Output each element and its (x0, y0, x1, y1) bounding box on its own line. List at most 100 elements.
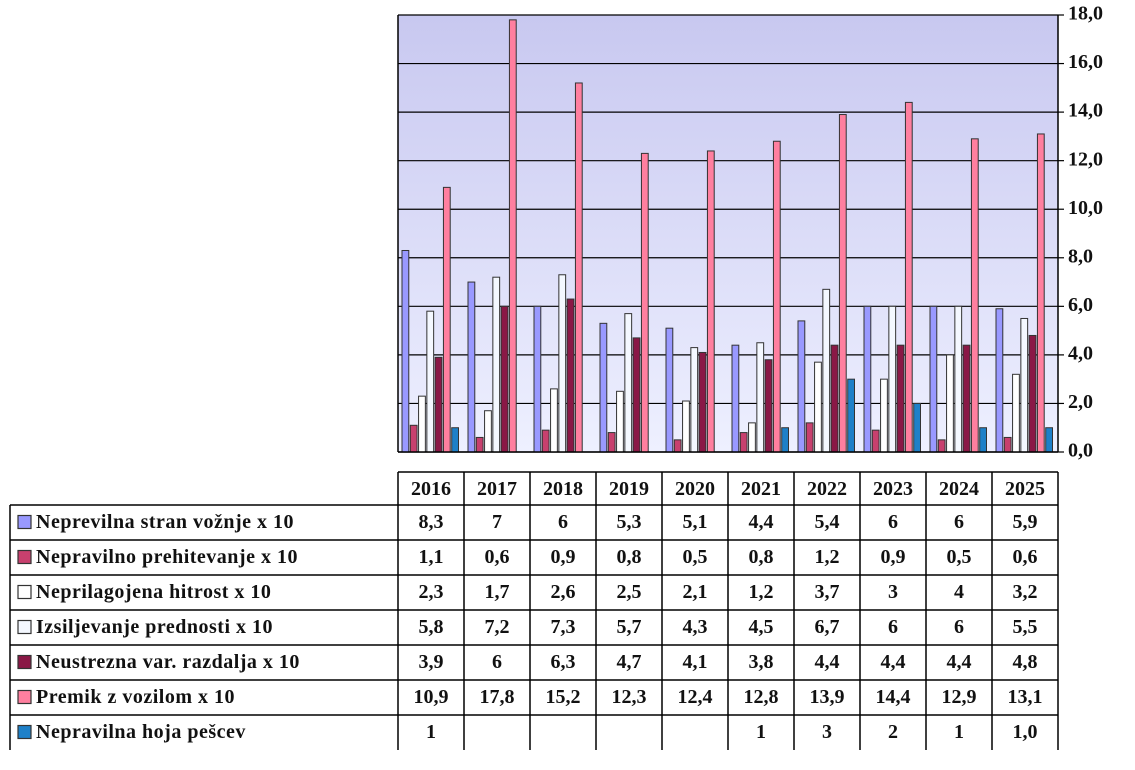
bar (484, 410, 492, 453)
legend-swatch (17, 584, 32, 600)
table-value: 6,7 (815, 616, 840, 638)
legend-label: Neprilagojena hitrost x 10 (36, 581, 271, 603)
bar (599, 322, 608, 453)
y-tick-label: 10,0 (1068, 197, 1103, 219)
table-value: 4,5 (749, 616, 774, 638)
bar (508, 19, 517, 453)
table-value: 2,5 (617, 581, 642, 603)
y-tick-label: 8,0 (1068, 245, 1093, 267)
table-value: 3,2 (1013, 581, 1038, 603)
bar (896, 344, 905, 453)
table-value: 4,4 (749, 511, 774, 533)
y-tick-label: 18,0 (1068, 3, 1103, 25)
table-value: 4,1 (683, 651, 708, 673)
y-tick-label: 2,0 (1068, 391, 1093, 413)
bar (616, 390, 624, 453)
bar (880, 378, 888, 453)
table-value: 6,3 (551, 651, 576, 673)
table-value: 2,3 (419, 581, 444, 603)
table-value: 12,9 (942, 686, 977, 708)
table-value: 0,8 (617, 546, 642, 568)
bar (946, 354, 954, 453)
bar (500, 305, 509, 453)
table-value: 1,2 (749, 581, 774, 603)
table-value: 1 (954, 721, 964, 743)
bar (682, 400, 690, 453)
bar (962, 344, 971, 453)
x-tick-label: 2019 (609, 478, 649, 500)
table-value: 7 (492, 511, 502, 533)
y-tick-label: 16,0 (1068, 51, 1103, 73)
table-value: 10,9 (414, 686, 449, 708)
bar (574, 82, 583, 453)
table-value: 4,8 (1013, 651, 1038, 673)
bar (541, 429, 550, 453)
bar (558, 274, 567, 453)
x-tick-label: 2018 (543, 478, 583, 500)
table-value: 5,3 (617, 511, 642, 533)
legend-label: Nepravilna hoja pešcev (36, 721, 246, 743)
bar (797, 320, 806, 453)
table-value: 3,8 (749, 651, 774, 673)
x-tick-label: 2020 (675, 478, 715, 500)
table-value: 13,1 (1008, 686, 1043, 708)
bar (475, 436, 484, 453)
bar (1028, 334, 1037, 453)
legend-label: Neprevilna stran vožnje x 10 (36, 511, 294, 533)
y-tick-label: 4,0 (1068, 342, 1093, 364)
table-value: 7,2 (485, 616, 510, 638)
y-tick-label: 6,0 (1068, 294, 1093, 316)
legend-label: Premik z vozilom x 10 (36, 686, 235, 708)
bar (764, 359, 773, 453)
bar (830, 344, 839, 453)
table-value: 5,9 (1013, 511, 1038, 533)
x-tick-label: 2017 (477, 478, 517, 500)
bar (492, 276, 501, 453)
bar (863, 305, 872, 453)
bar (690, 347, 699, 453)
bar (467, 281, 476, 453)
table-value: 4 (954, 581, 964, 603)
table-value: 5,4 (815, 511, 840, 533)
bar (1012, 373, 1020, 453)
bar (995, 308, 1004, 453)
x-tick-label: 2024 (939, 478, 979, 500)
bar (814, 361, 822, 453)
table-value: 6 (954, 616, 964, 638)
bar (434, 356, 443, 453)
bar (533, 305, 542, 453)
table-value: 3 (822, 721, 832, 743)
table-value: 4,7 (617, 651, 642, 673)
table-value: 1 (756, 721, 766, 743)
table-value: 4,4 (815, 651, 840, 673)
table-value: 0,9 (551, 546, 576, 568)
table-value: 1,7 (485, 581, 510, 603)
bar (838, 114, 847, 453)
legend-label: Neustrezna var. razdalja x 10 (36, 651, 300, 673)
bar (673, 439, 682, 453)
table-value: 15,2 (546, 686, 581, 708)
y-tick-label: 14,0 (1068, 100, 1103, 122)
bar (888, 305, 897, 453)
bar (550, 388, 558, 453)
table-value: 12,4 (678, 686, 713, 708)
legend-label: Nepravilno prehitevanje x 10 (36, 546, 298, 568)
bar (418, 395, 426, 453)
x-tick-label: 2021 (741, 478, 781, 500)
table-value: 1 (426, 721, 436, 743)
bar (847, 378, 856, 453)
bar (954, 305, 963, 453)
table-value: 5,5 (1013, 616, 1038, 638)
bar (937, 439, 946, 453)
bar (566, 298, 575, 453)
table-value: 6 (954, 511, 964, 533)
table-value: 3 (888, 581, 898, 603)
table-value: 1,0 (1013, 721, 1038, 743)
x-tick-label: 2022 (807, 478, 847, 500)
table-value: 13,9 (810, 686, 845, 708)
table-value: 5,7 (617, 616, 642, 638)
bar (698, 351, 707, 453)
bar (442, 186, 451, 453)
bar (1045, 427, 1053, 453)
